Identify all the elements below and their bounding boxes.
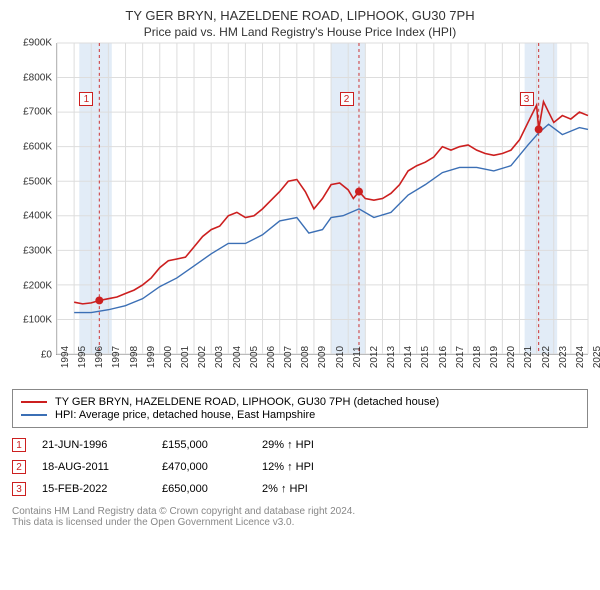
sale-row-date: 15-FEB-2022	[42, 483, 162, 495]
sale-row-marker: 2	[12, 460, 26, 474]
y-tick-label: £400K	[23, 211, 52, 222]
chart-title: TY GER BRYN, HAZELDENE ROAD, LIPHOOK, GU…	[12, 8, 588, 23]
legend-swatch	[21, 414, 47, 416]
legend-label: HPI: Average price, detached house, East…	[55, 409, 315, 421]
legend-row: TY GER BRYN, HAZELDENE ROAD, LIPHOOK, GU…	[21, 396, 579, 408]
legend-swatch	[21, 401, 47, 403]
sale-row-date: 18-AUG-2011	[42, 461, 162, 473]
sales-table: 1 21-JUN-1996£155,00029% ↑ HPI 2 18-AUG-201…	[12, 438, 588, 496]
sale-row-price: £155,000	[162, 439, 262, 451]
chart-container: TY GER BRYN, HAZELDENE ROAD, LIPHOOK, GU…	[0, 0, 600, 538]
plot: 1 2 3	[56, 43, 588, 355]
sale-row-delta: 29% ↑ HPI	[262, 439, 382, 451]
y-axis: £0£100K£200K£300K£400K£500K£600K£700K£80…	[12, 43, 56, 355]
legend: TY GER BRYN, HAZELDENE ROAD, LIPHOOK, GU…	[12, 389, 588, 428]
sale-marker-box: 2	[340, 92, 354, 106]
x-tick-label: 2025	[592, 346, 600, 368]
y-tick-label: £100K	[23, 315, 52, 326]
sale-row-delta: 2% ↑ HPI	[262, 483, 382, 495]
plot-area: £0 £100K £200K £300K £400K £500K £600K £700K £80…	[12, 43, 588, 383]
sale-marker-box: 1	[79, 92, 93, 106]
sale-marker-box: 3	[520, 92, 534, 106]
sale-row-price: £470,000	[162, 461, 262, 473]
legend-row: HPI: Average price, detached house, East…	[21, 409, 579, 421]
y-tick-label: £600K	[23, 142, 52, 153]
y-tick-label: £0	[41, 350, 52, 361]
sale-row-marker: 1	[12, 438, 26, 452]
y-tick-label: £300K	[23, 246, 52, 257]
chart-subtitle: Price paid vs. HM Land Registry's House …	[12, 25, 588, 39]
sale-row-date: 21-JUN-1996	[42, 439, 162, 451]
y-tick-label: £500K	[23, 176, 52, 187]
sale-row-price: £650,000	[162, 483, 262, 495]
footnote-line-1: Contains HM Land Registry data © Crown c…	[12, 506, 588, 517]
legend-label: TY GER BRYN, HAZELDENE ROAD, LIPHOOK, GU…	[55, 396, 439, 408]
y-tick-label: £900K	[23, 38, 52, 49]
sale-row-marker: 3	[12, 482, 26, 496]
sale-row-delta: 12% ↑ HPI	[262, 461, 382, 473]
plot-svg	[57, 43, 588, 354]
y-tick-label: £200K	[23, 280, 52, 291]
x-axis: 1994199519961997199819992000200120022003…	[56, 355, 588, 383]
footnote-line-2: This data is licensed under the Open Gov…	[12, 517, 588, 528]
title-block: TY GER BRYN, HAZELDENE ROAD, LIPHOOK, GU…	[12, 8, 588, 39]
y-tick-label: £700K	[23, 107, 52, 118]
footnote: Contains HM Land Registry data © Crown c…	[12, 506, 588, 528]
y-tick-label: £800K	[23, 72, 52, 83]
